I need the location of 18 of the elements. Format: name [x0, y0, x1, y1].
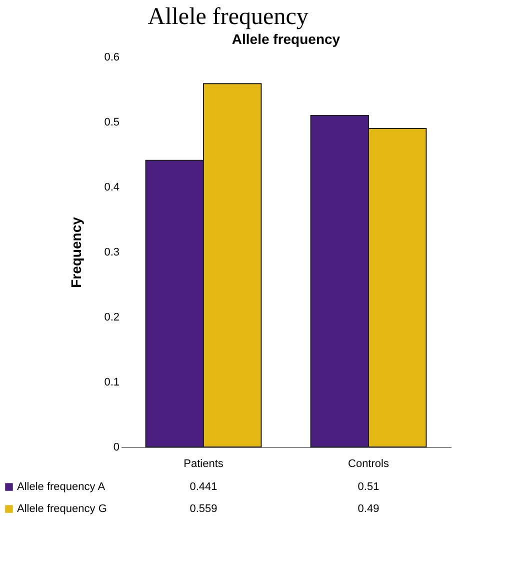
legend-label: Allele frequency A	[17, 481, 106, 493]
x-tick-label: Patients	[184, 458, 224, 470]
y-tick-label: 0.3	[104, 246, 120, 258]
y-tick-label: 0.6	[104, 52, 120, 64]
y-axis-title: Frequency	[68, 216, 84, 288]
y-tick-label: 0.5	[104, 116, 120, 128]
chart-title: Allele frequency	[148, 4, 308, 30]
y-tick-label: 0.4	[104, 182, 120, 194]
data-label: 0.49	[358, 503, 380, 515]
legend-label: Allele frequency G	[17, 503, 107, 515]
y-tick-label: 0.1	[104, 376, 120, 388]
chart-subtitle: Allele frequency	[232, 31, 340, 47]
data-label: 0.51	[358, 481, 380, 493]
data-label: 0.441	[190, 481, 218, 493]
data-label: 0.559	[190, 503, 218, 515]
y-tick-label: 0.2	[104, 312, 120, 324]
y-tick-label: 0	[113, 442, 120, 454]
x-tick-label: Controls	[348, 458, 390, 470]
